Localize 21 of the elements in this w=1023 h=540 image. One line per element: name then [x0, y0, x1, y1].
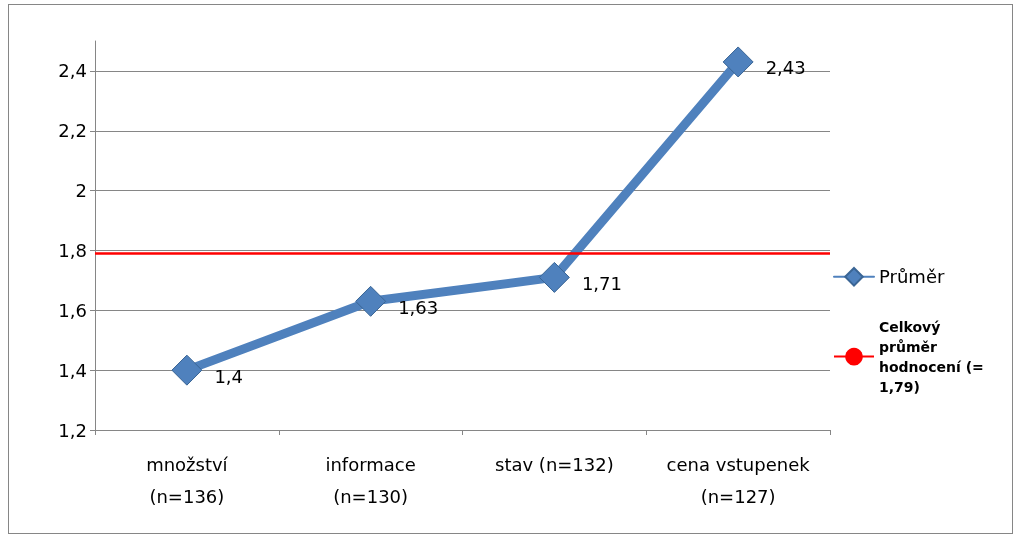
- x-tick-label: stav (n=132): [495, 453, 614, 475]
- y-tick-label: 1,6: [58, 299, 87, 321]
- y-tick-label: 1,4: [58, 359, 87, 381]
- point: [722, 46, 754, 78]
- x-tick-label: informace (n=130): [325, 453, 416, 507]
- y-tick-label: 1,2: [58, 419, 87, 441]
- y-tick-label: 2,4: [58, 60, 87, 82]
- x-tick-label: množství (n=136): [146, 453, 229, 507]
- point: [355, 285, 387, 317]
- data-label: 1,63: [398, 296, 439, 318]
- legend-label: Průměr: [879, 266, 945, 288]
- point: [538, 261, 570, 293]
- point: [171, 354, 203, 386]
- y-tick-label: 1,8: [58, 239, 87, 261]
- y-tick-label: 2,2: [58, 120, 87, 142]
- x-tick-label: cena vstupenek (n=127): [666, 453, 811, 507]
- data-label: 2,43: [765, 57, 806, 79]
- data-label: 1,71: [581, 272, 622, 294]
- legend-label: Celkový průměr hodnocení (= 1,79): [879, 318, 989, 395]
- y-tick-label: 2: [75, 180, 87, 202]
- data-label: 1,4: [214, 365, 244, 387]
